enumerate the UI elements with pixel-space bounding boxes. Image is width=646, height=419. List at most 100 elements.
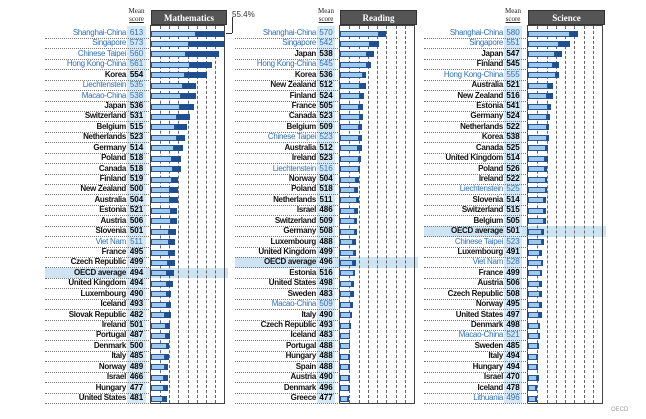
row-separator bbox=[424, 194, 528, 196]
row-separator bbox=[235, 329, 340, 331]
x-gridline bbox=[358, 26, 360, 404]
bar-lower-segment bbox=[528, 166, 546, 173]
category-label: Luxembourg bbox=[270, 236, 317, 246]
mean-score-value: 493 bbox=[129, 299, 144, 309]
row-separator bbox=[424, 58, 528, 60]
category-label: New Zealand bbox=[270, 80, 316, 90]
bar-lower-segment bbox=[340, 364, 350, 371]
x-gridline bbox=[565, 26, 566, 404]
mean-score-value: 483 bbox=[319, 288, 333, 298]
mean-score-value: 466 bbox=[129, 372, 144, 382]
bar-lower-segment bbox=[340, 280, 353, 287]
panel-title: Science bbox=[528, 10, 605, 25]
mean-score-value: 477 bbox=[129, 382, 144, 392]
row-separator bbox=[45, 90, 151, 92]
bar-lower-segment bbox=[528, 40, 559, 47]
row-separator bbox=[235, 194, 340, 196]
mean-score-value: 481 bbox=[129, 393, 144, 403]
row-separator bbox=[424, 90, 528, 92]
bar-lower-segment bbox=[528, 301, 540, 308]
category-label: OECD average bbox=[264, 257, 316, 267]
row-separator bbox=[235, 319, 340, 321]
mean-score-value: 478 bbox=[506, 382, 520, 392]
mean-score-value: 494 bbox=[129, 278, 144, 288]
category-label: Macao-China bbox=[271, 299, 317, 309]
bar-lower-segment bbox=[151, 61, 190, 68]
row-separator bbox=[235, 48, 340, 50]
mean-score-value: 485 bbox=[129, 351, 144, 361]
bar-lower-segment bbox=[528, 374, 537, 381]
category-label: Korea bbox=[481, 132, 503, 142]
mean-score-value: 488 bbox=[319, 351, 333, 361]
row-separator bbox=[45, 277, 151, 279]
bar-lower-segment bbox=[528, 385, 536, 392]
category-label: Italy bbox=[111, 351, 126, 361]
mean-score-value: 511 bbox=[130, 236, 143, 246]
category-label: Japan bbox=[104, 101, 126, 110]
mean-score-value: 516 bbox=[506, 90, 520, 100]
mean-score-value: 555 bbox=[506, 69, 520, 79]
x-gridline bbox=[214, 26, 216, 404]
row-separator bbox=[235, 152, 340, 154]
mean-score-value: 522 bbox=[506, 174, 520, 184]
bar-lower-segment bbox=[340, 228, 355, 235]
mean-score-value: 526 bbox=[506, 163, 520, 173]
row-separator bbox=[424, 225, 528, 227]
row-separator bbox=[45, 309, 151, 311]
bar-lower-segment bbox=[340, 239, 354, 246]
category-label: Canada bbox=[475, 142, 503, 152]
category-label: Shanghai-China bbox=[262, 28, 316, 37]
bar-lower-segment bbox=[340, 145, 359, 152]
row-separator bbox=[45, 152, 151, 154]
mean-score-value: 573 bbox=[129, 38, 144, 48]
mean-score-value: 505 bbox=[506, 215, 520, 225]
x-gridline bbox=[583, 26, 585, 404]
row-separator bbox=[45, 121, 151, 123]
mean-score-value: 477 bbox=[319, 393, 333, 403]
category-label: Hungary bbox=[95, 382, 127, 392]
plot-frame bbox=[150, 25, 225, 405]
category-label: Hong Kong-China bbox=[66, 59, 126, 69]
row-separator bbox=[235, 371, 340, 373]
mean-score-value: 580 bbox=[506, 28, 520, 37]
category-label: Ireland bbox=[291, 153, 316, 163]
category-label: Hong Kong-China bbox=[256, 59, 316, 69]
x-gridline bbox=[160, 26, 162, 404]
category-label: Ireland bbox=[478, 174, 503, 184]
category-label: Finland bbox=[99, 174, 127, 184]
x-gridline bbox=[205, 26, 207, 404]
row-separator bbox=[424, 142, 528, 144]
row-separator bbox=[45, 225, 151, 227]
annotation-leader bbox=[226, 33, 232, 34]
mean-score-value: 538 bbox=[129, 90, 144, 100]
category-label: OECD average bbox=[74, 267, 126, 277]
row-separator bbox=[424, 79, 528, 81]
bar-lower-segment bbox=[528, 72, 556, 79]
category-label: Switzerland bbox=[274, 215, 316, 225]
row-separator bbox=[45, 69, 151, 71]
bar-lower-segment bbox=[151, 291, 167, 298]
bar-lower-segment bbox=[340, 218, 356, 225]
mean-score-value: 538 bbox=[319, 48, 333, 58]
category-label: Hong Kong-China bbox=[443, 69, 503, 79]
bar-lower-segment bbox=[528, 61, 554, 68]
bar-lower-segment bbox=[340, 103, 360, 110]
bar-lower-segment bbox=[528, 124, 547, 131]
category-label: Israel bbox=[106, 372, 126, 382]
mean-score-value: 489 bbox=[129, 361, 144, 371]
category-label: Denmark bbox=[93, 340, 126, 350]
row-separator bbox=[424, 246, 528, 248]
bar-lower-segment bbox=[528, 249, 541, 256]
bar-lower-segment bbox=[151, 124, 175, 131]
category-label: France bbox=[478, 267, 504, 277]
plot-frame bbox=[339, 25, 415, 405]
row-separator bbox=[424, 382, 528, 384]
category-label: Norway bbox=[288, 174, 316, 184]
bar-lower-segment bbox=[151, 249, 169, 256]
mean-score-value: 509 bbox=[319, 121, 333, 131]
category-label: Czech Republic bbox=[260, 320, 317, 330]
category-label: United Kingdom bbox=[258, 247, 316, 257]
category-label: Switzerland bbox=[84, 111, 126, 121]
category-label: Sweden bbox=[474, 340, 504, 350]
bar-lower-segment bbox=[151, 218, 171, 225]
